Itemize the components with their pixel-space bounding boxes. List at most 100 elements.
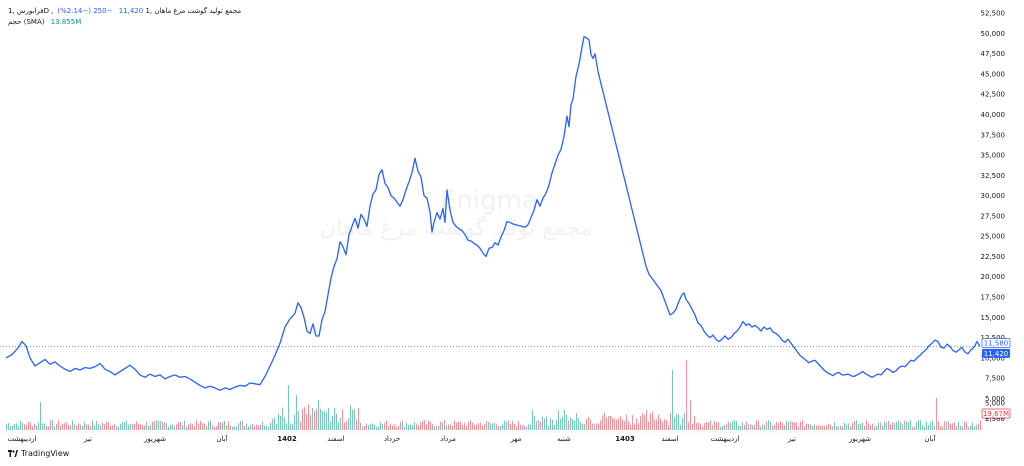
volume-bar [144, 425, 145, 430]
volume-bar [524, 425, 525, 430]
volume-bar [716, 422, 717, 430]
volume-bar [114, 423, 115, 430]
volume-bar [758, 420, 759, 430]
volume-bar [618, 418, 619, 430]
volume-bar [440, 421, 441, 430]
volume-bar [722, 426, 723, 430]
tradingview-logo-icon [8, 450, 18, 457]
volume-bar [398, 426, 399, 430]
volume-bar [294, 414, 295, 430]
volume-bar [852, 422, 853, 430]
chart-legend: فرابورس ,1D ,مجمع توليد گوشت مرغ ماهان ,… [8, 6, 241, 28]
volume-bar [738, 425, 739, 430]
volume-bar [430, 421, 431, 430]
volume-bar [766, 421, 767, 430]
volume-bar [500, 426, 501, 430]
price-tick-label: 30,000 [981, 192, 1006, 200]
volume-bar [286, 423, 287, 430]
volume-bar [304, 407, 305, 430]
volume-bar [534, 416, 535, 430]
legend-symbol[interactable]: فرابورس ,1D ,مجمع توليد گوشت مرغ ماهان ,… [8, 7, 242, 15]
volume-bar [388, 426, 389, 430]
volume-bar [432, 424, 433, 430]
volume-bar [616, 419, 617, 430]
volume-bar [714, 420, 715, 430]
price-axis[interactable]: 52,500 50,000 47,500 45,000 42,500 40,000 37,5… [981, 10, 1006, 424]
volume-bar [726, 423, 727, 430]
tradingview-footer[interactable]: TradingView [8, 449, 69, 458]
volume-bar [876, 426, 877, 430]
volume-bar [674, 417, 675, 430]
volume-bar [418, 425, 419, 430]
volume-bar [478, 423, 479, 430]
volume-bar [540, 421, 541, 430]
volume-bar [392, 425, 393, 430]
volume-bar [976, 424, 977, 430]
volume-bar [556, 419, 557, 430]
volume-bar [640, 416, 641, 430]
volume-bar [150, 425, 151, 430]
legend-volume-label[interactable]: حجم (SMA) [8, 18, 45, 26]
volume-bar [190, 422, 191, 430]
price-tick-label: 2,500 [985, 415, 1005, 423]
volume-bar [136, 421, 137, 430]
volume-bar [198, 423, 199, 430]
volume-bar [168, 426, 169, 430]
volume-bar [620, 416, 621, 430]
volume-bar [18, 426, 19, 430]
volume-bar [496, 424, 497, 430]
volume-bar [594, 424, 595, 430]
volume-bar [218, 422, 219, 430]
volume-bar [934, 426, 935, 430]
volume-bar [374, 424, 375, 430]
volume-bar [832, 426, 833, 430]
volume-bar [370, 424, 371, 430]
volume-bar [850, 426, 851, 430]
volume-bar [932, 420, 933, 430]
volume-bar [452, 425, 453, 430]
volume-bar [834, 422, 835, 430]
volume-bar [560, 418, 561, 430]
volume-bar [520, 424, 521, 430]
volume-bar [784, 424, 785, 430]
volume-bar [786, 421, 787, 430]
volume-bar [860, 423, 861, 430]
volume-bar [924, 426, 925, 430]
volume-bar [12, 425, 13, 430]
volume-bar [536, 421, 537, 430]
volume-bar [42, 423, 43, 430]
volume-bar [472, 422, 473, 430]
volume-bar [140, 423, 141, 430]
time-axis[interactable]: ارديبهشت تير شهريور آبان 1402 اسفند خرداد مرداد… [8, 434, 937, 443]
volume-bar [30, 422, 31, 430]
volume-bar [962, 426, 963, 430]
volume-bar [792, 421, 793, 430]
volume-bar [130, 423, 131, 430]
volume-bar [542, 416, 543, 430]
volume-bar [652, 411, 653, 430]
volume-bar [38, 422, 39, 430]
volume-bar [358, 408, 359, 430]
volume-bar [514, 423, 515, 430]
volume-bar [108, 422, 109, 430]
volume-bar [642, 412, 643, 430]
volume-bar [866, 420, 867, 430]
volume-bar [60, 425, 61, 430]
volume-bar [824, 425, 825, 430]
volume-bar [724, 424, 725, 430]
volume-bar [964, 421, 965, 430]
volume-bar [238, 423, 239, 430]
volume-bar [378, 426, 379, 430]
volume-bar [764, 424, 765, 430]
volume-bar [192, 423, 193, 430]
time-tick-label: اسفند [661, 435, 678, 443]
volume-bar [338, 422, 339, 430]
volume-bar [526, 426, 527, 430]
volume-bar [632, 415, 633, 430]
time-tick-label: 1402 [277, 435, 297, 443]
volume-bar [256, 424, 257, 430]
volume-bar [830, 424, 831, 430]
volume-bar [568, 420, 569, 430]
volume-bar [628, 421, 629, 430]
